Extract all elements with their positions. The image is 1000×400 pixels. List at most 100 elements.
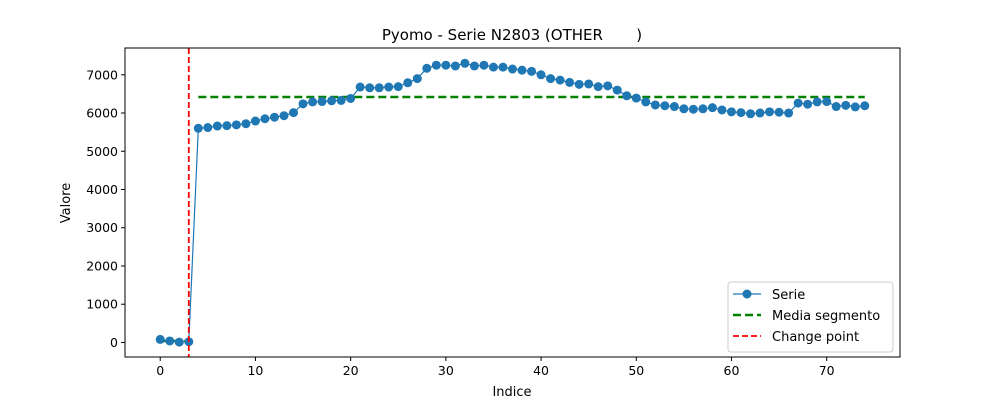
y-tick-label: 3000	[86, 220, 118, 235]
serie-point	[546, 74, 556, 84]
serie-point	[412, 74, 422, 84]
serie-point	[498, 62, 508, 72]
serie-point	[641, 97, 651, 107]
x-tick-label: 40	[533, 363, 549, 378]
serie-point	[250, 116, 260, 126]
x-tick-label: 10	[247, 363, 263, 378]
serie-point	[822, 97, 832, 107]
serie-point	[269, 112, 279, 122]
serie-point	[650, 100, 660, 110]
serie-point	[698, 104, 708, 114]
serie-point	[222, 121, 232, 131]
serie-point	[679, 104, 689, 114]
serie-point	[431, 60, 441, 70]
serie-point	[574, 79, 584, 89]
serie-point	[726, 107, 736, 117]
serie-point	[593, 82, 603, 92]
serie-point	[860, 101, 870, 111]
x-tick-label: 50	[628, 363, 644, 378]
serie-point	[355, 82, 365, 92]
serie-point	[241, 119, 251, 129]
serie-point	[812, 97, 822, 107]
serie-point	[508, 64, 517, 74]
serie-point	[174, 337, 184, 347]
serie-point	[231, 120, 241, 130]
y-tick-label: 7000	[86, 67, 118, 82]
serie-point	[688, 104, 698, 114]
serie-point	[793, 98, 803, 108]
serie-point	[479, 60, 489, 70]
serie-point	[603, 81, 613, 91]
serie-point	[736, 108, 746, 118]
serie-point	[612, 85, 622, 95]
serie-point	[717, 105, 727, 115]
serie-point	[803, 99, 813, 109]
serie-point	[631, 93, 641, 103]
serie-point	[460, 58, 470, 68]
plot-frame	[124, 47, 901, 358]
legend-media-label: Media segmento	[772, 309, 880, 324]
serie-point	[841, 100, 851, 110]
legend-serie-label: Serie	[772, 288, 805, 303]
chart-title: Pyomo - Serie N2803 (OTHER )	[382, 26, 642, 44]
legend-serie-marker	[742, 289, 752, 299]
serie-point	[831, 102, 841, 112]
serie-point	[660, 101, 670, 111]
serie-point	[203, 123, 213, 133]
serie-point	[555, 75, 565, 85]
serie-point	[336, 95, 346, 105]
serie-point	[327, 96, 337, 106]
serie-point	[374, 83, 384, 93]
serie-point	[441, 60, 451, 70]
serie-point	[403, 78, 413, 88]
x-tick-label: 30	[438, 363, 454, 378]
serie-point	[774, 107, 784, 117]
serie-point	[193, 123, 203, 133]
serie-point	[565, 77, 575, 87]
serie-point	[850, 102, 860, 112]
serie-point	[289, 108, 299, 118]
serie-point	[165, 336, 175, 346]
serie-point	[536, 70, 546, 80]
serie-point	[450, 61, 460, 71]
serie-point	[393, 82, 403, 92]
serie-point	[317, 97, 327, 107]
y-tick-label: 1000	[86, 297, 118, 312]
serie-point	[669, 102, 679, 112]
serie-point	[422, 63, 432, 73]
legend: Serie Media segmento Change point	[727, 281, 894, 353]
serie-point	[365, 83, 375, 93]
serie-point	[308, 97, 318, 107]
y-tick-label: 4000	[86, 182, 118, 197]
serie-point	[346, 93, 356, 103]
serie-point	[488, 62, 498, 72]
x-tick-label: 70	[819, 363, 835, 378]
serie-point	[469, 61, 479, 71]
y-tick-label: 5000	[86, 144, 118, 159]
serie-point	[155, 334, 165, 344]
serie-point	[622, 91, 632, 101]
serie-point	[260, 114, 270, 124]
legend-box	[727, 281, 894, 353]
x-tick-label: 60	[724, 363, 740, 378]
serie-point	[212, 121, 222, 131]
y-tick-label: 0	[110, 335, 118, 350]
serie-point	[746, 109, 756, 119]
x-tick-label: 20	[343, 363, 359, 378]
serie-point	[755, 108, 765, 118]
y-tick-label: 6000	[86, 106, 118, 121]
serie-point	[584, 79, 594, 89]
serie-point	[784, 108, 794, 118]
serie-point	[517, 65, 527, 75]
serie-point	[298, 99, 308, 109]
y-tick-label: 2000	[86, 258, 118, 273]
serie-point	[765, 107, 775, 117]
x-axis-label: Indice	[492, 385, 531, 400]
serie-point	[707, 103, 717, 113]
x-tick-label: 0	[156, 363, 164, 378]
serie-point	[279, 111, 289, 121]
legend-change-label: Change point	[772, 330, 859, 345]
serie-point	[527, 66, 537, 76]
serie-point	[384, 82, 394, 92]
